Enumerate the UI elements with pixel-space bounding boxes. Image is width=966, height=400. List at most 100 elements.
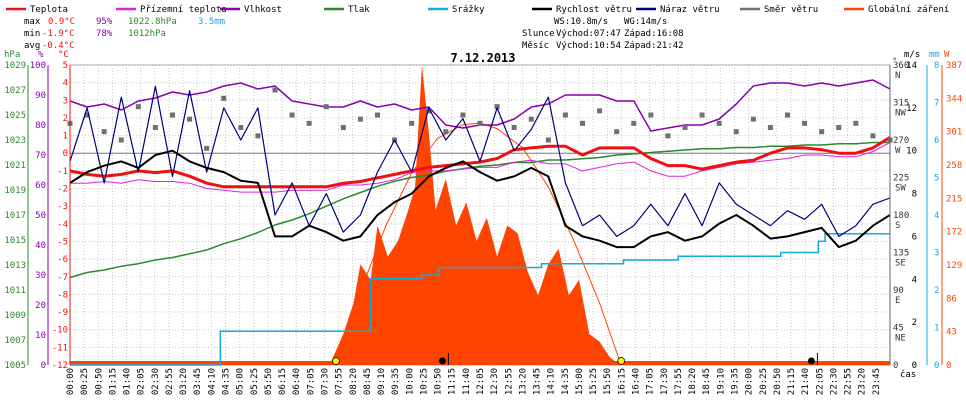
tick-pressure: 1027 [4, 86, 26, 96]
tick-humidity: 10 [35, 331, 46, 341]
tick-radiation: 43 [946, 328, 957, 338]
tick-humidity: 60 [35, 181, 46, 191]
tick-pressure: 1021 [4, 161, 26, 171]
wind-direction-point [682, 125, 688, 130]
tick-humidity: 80 [35, 121, 46, 131]
wind-direction-point [648, 112, 654, 118]
wind-direction-point [494, 104, 500, 110]
wind-direction-point [238, 125, 244, 130]
stats-block: max 0.9°C 95% 1022.8hPa 3.5mm min -1.9°C… [24, 17, 225, 51]
wind-direction-point [272, 87, 278, 93]
tick-time: 19:10 [716, 368, 726, 395]
wind-direction-point [409, 120, 415, 126]
tick-rain: 2 [934, 286, 939, 296]
tick-radiation: 344 [946, 94, 962, 104]
tick-rain: 4 [934, 211, 939, 221]
wind-direction-point [580, 120, 585, 126]
tick-time: 15:00 [575, 368, 585, 395]
tick-time: 22:55 [844, 368, 854, 395]
wind-direction-point [375, 112, 380, 118]
tick-time: 23:45 [872, 368, 882, 395]
info-sun-rise: Východ:07:47 [556, 29, 621, 39]
tick-time: 00:25 [80, 368, 90, 395]
info-ws: WS:10.8m/s [554, 17, 608, 27]
tick-time: 20:50 [773, 368, 783, 395]
tick-humidity: 20 [35, 301, 46, 311]
tick-time: 00:00 [66, 368, 76, 395]
stat-max-hum: 95% [96, 17, 113, 27]
tick-radiation: 129 [946, 261, 962, 271]
wind-direction-point [255, 133, 261, 139]
stat-min-press: 1012hPa [128, 29, 166, 39]
tick-time: 10:00 [405, 368, 415, 395]
tick-rain: 5 [934, 174, 939, 184]
stat-min-hum: 78% [96, 29, 113, 39]
tick-pressure: 1011 [4, 286, 26, 296]
tick-temperature: 5 [63, 61, 68, 71]
tick-direction: 90 [893, 286, 904, 296]
tick-wind: 2 [912, 318, 917, 328]
wind-direction-point [631, 120, 637, 126]
tick-time: 01:15 [108, 368, 118, 395]
wind-direction-point [528, 116, 534, 122]
sunrise-marker [332, 357, 340, 365]
info-block: WS:10.8m/s WG:14m/s Slunce Východ:07:47 … [522, 17, 684, 51]
legend-item: Náraz větru [660, 5, 720, 15]
legend-item: Směr větru [764, 5, 818, 15]
tick-pressure: 1029 [4, 61, 26, 71]
tick-temperature: 2 [63, 114, 68, 124]
wind-direction-point [477, 120, 483, 126]
tick-time: 21:40 [801, 368, 811, 395]
tick-pressure: 1023 [4, 136, 26, 146]
tick-radiation: 86 [946, 294, 957, 304]
series-rain [70, 233, 890, 366]
tick-temperature: -8 [57, 290, 68, 300]
tick-pressure: 1005 [4, 361, 26, 371]
tick-time: 09:35 [391, 368, 401, 395]
stat-max-temp: 0.9°C [48, 17, 75, 27]
wind-direction-point [699, 112, 705, 118]
tick-radiation: 258 [946, 161, 962, 171]
tick-time: 04:35 [222, 368, 232, 395]
tick-temperature: 0 [63, 149, 68, 159]
tick-time: 02:55 [165, 368, 175, 395]
tick-rain: 6 [934, 136, 939, 146]
series-radiation [70, 65, 890, 365]
tick-time: 21:15 [787, 368, 797, 395]
tick-time: 09:10 [377, 368, 387, 395]
wind-direction-point [545, 137, 551, 143]
wind-direction-point [357, 116, 363, 122]
wind-direction-point [443, 129, 449, 135]
tick-humidity: 90 [35, 91, 46, 101]
tick-wind: 10 [906, 147, 917, 157]
tick-time: 05:50 [264, 368, 274, 395]
wind-direction-point [716, 120, 722, 126]
tick-time: 12:05 [476, 368, 486, 395]
tick-time: 13:20 [518, 368, 528, 395]
tick-rain: 8 [934, 61, 939, 71]
wind-direction-point [118, 137, 124, 143]
tick-time: 05:00 [236, 368, 246, 395]
moonset-marker [807, 357, 815, 365]
tick-time: 10:50 [434, 368, 444, 395]
series-wind-speed [69, 149, 891, 249]
wind-direction-point [306, 120, 312, 126]
moonrise-marker [438, 357, 446, 365]
tick-radiation: 301 [946, 128, 962, 138]
tick-time: 15:25 [589, 368, 599, 395]
tick-time: 14:10 [547, 368, 557, 395]
tick-time: 20:25 [759, 368, 769, 395]
radiation-baseline [70, 361, 890, 365]
tick-time: 22:05 [815, 368, 825, 395]
tick-time: 13:45 [533, 368, 543, 395]
tick-direction-letter: NW [895, 109, 906, 119]
sunset-marker [617, 357, 626, 365]
tick-time: 07:05 [306, 368, 316, 395]
tick-temperature: -3 [57, 202, 68, 212]
tick-direction-letter: SE [895, 259, 906, 269]
tick-time: 00:50 [94, 368, 104, 395]
wind-direction-point [170, 112, 175, 118]
tick-temperature: -10 [52, 326, 68, 336]
tick-time: 20:00 [745, 368, 755, 395]
